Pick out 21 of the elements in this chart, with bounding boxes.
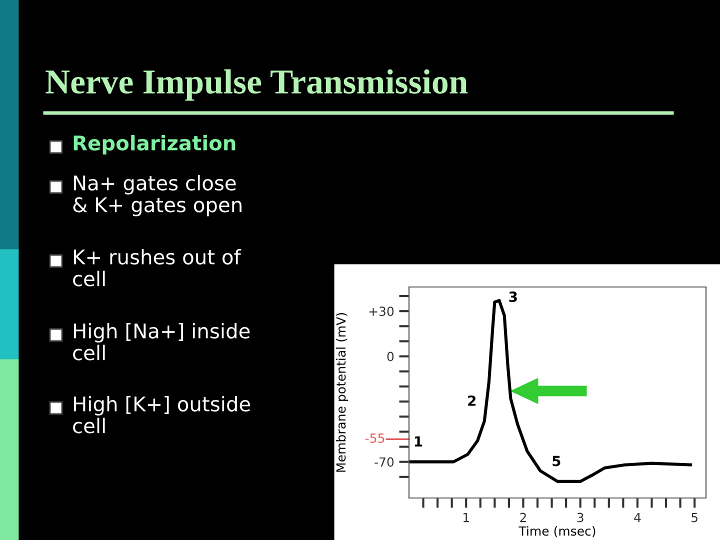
text: Repolarization [74,135,236,154]
annotation: 2 [468,395,476,406]
text: K+ rushes out of cell [73,249,242,286]
y-tick-label: 0 [387,352,394,362]
x-tick-label: 4 [634,512,641,522]
text: High [K+] outside cell [73,396,250,434]
x-tick-label: 3 [577,512,584,522]
annotation: 5 [552,456,560,466]
chart-title: Nerve Impulse Transmission [46,69,468,101]
y-axis-title: Membrane potential (mV) [336,313,348,472]
x-tick-label: 1 [464,512,469,522]
annotation: 1 [414,436,422,446]
y-tick-label: -70 [374,457,394,467]
x-tick-label: 2 [520,512,526,522]
text: High [Na+] inside cell [73,323,250,360]
ref-line-label: -55 [365,434,384,443]
y-tick-label: +30 [369,306,394,316]
x-tick-label: 5 [692,512,698,522]
x-axis-title: Time (msec) [518,526,596,538]
annotation: 3 [509,292,517,302]
text: Na+ gates close & K+ gates open [73,175,242,216]
